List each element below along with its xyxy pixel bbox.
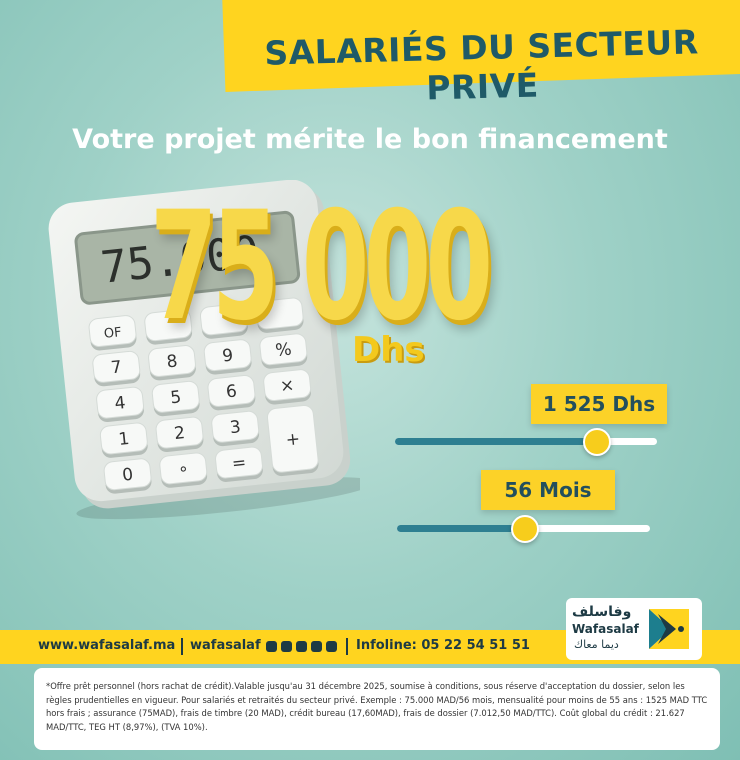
disclaimer-box bbox=[34, 668, 720, 750]
instagram-icon[interactable] bbox=[296, 641, 307, 652]
logo-tagline: ديما معاك bbox=[574, 638, 619, 651]
logo-mark bbox=[649, 609, 689, 649]
key-label: 5 bbox=[169, 387, 182, 408]
calculator-key bbox=[103, 458, 152, 491]
amount-unit: Dhs bbox=[352, 330, 425, 370]
key-label: OF bbox=[103, 325, 122, 342]
key-label: 2 bbox=[173, 423, 186, 444]
social-handle: wafasalaf bbox=[190, 638, 261, 653]
calculator-key bbox=[263, 369, 312, 402]
facebook-icon[interactable] bbox=[266, 641, 277, 652]
key-label: % bbox=[274, 339, 292, 361]
twitter-icon[interactable] bbox=[326, 641, 337, 652]
separator bbox=[181, 638, 183, 655]
calculator-key bbox=[144, 309, 193, 342]
calculator-key bbox=[203, 339, 252, 372]
key-label: + bbox=[285, 429, 301, 450]
calculator-key bbox=[155, 416, 204, 449]
calculator-key bbox=[88, 315, 137, 347]
calculator-key bbox=[266, 404, 319, 473]
slider-knob bbox=[583, 428, 611, 456]
calculator-key bbox=[259, 333, 308, 366]
key-label: ∘ bbox=[177, 459, 190, 480]
calculator-key bbox=[159, 452, 208, 485]
monthly-label: 1 525 Dhs bbox=[531, 384, 667, 424]
disclaimer: *Offre prêt personnel (hors rachat de cr… bbox=[46, 681, 708, 732]
calculator-key bbox=[96, 386, 145, 419]
amount: 75 000 bbox=[150, 180, 493, 354]
duration-label: 56 Mois bbox=[481, 470, 615, 510]
calculator-key bbox=[148, 345, 196, 377]
key-label: 4 bbox=[114, 393, 127, 414]
logo-name: Wafasalaf bbox=[572, 622, 639, 636]
calculator: 75.000 OF7 8 9 %4 5 6 ×1 2 3+0 ∘ = bbox=[48, 180, 360, 520]
calculator-key bbox=[151, 380, 200, 413]
calculator-key bbox=[255, 297, 304, 330]
key-label: 0 bbox=[121, 465, 134, 486]
calculator-key bbox=[199, 303, 248, 336]
banner-title: SALARIÉS DU SECTEUR PRIVÉ bbox=[263, 22, 700, 108]
calculator-key bbox=[211, 410, 260, 443]
youtube-icon[interactable] bbox=[281, 641, 292, 652]
key-label: = bbox=[231, 453, 247, 474]
infoline: Infoline: 05 22 54 51 51 bbox=[356, 638, 530, 653]
calculator-key bbox=[215, 446, 263, 479]
headline: Votre projet mérite le bon financement bbox=[72, 124, 668, 155]
slider-fill bbox=[395, 438, 597, 445]
linkedin-icon[interactable] bbox=[311, 641, 322, 652]
key-label: 6 bbox=[225, 381, 238, 402]
key-label: 8 bbox=[166, 351, 179, 372]
slider-knob bbox=[511, 515, 539, 543]
calculator-key bbox=[92, 350, 141, 383]
slider-fill bbox=[397, 525, 525, 532]
key-label: 1 bbox=[118, 429, 131, 450]
separator bbox=[346, 638, 348, 655]
website[interactable]: www.wafasalaf.ma bbox=[38, 638, 176, 653]
key-label: 7 bbox=[110, 357, 123, 378]
calculator-screen bbox=[74, 210, 301, 305]
logo-arabic: وفاسلف bbox=[572, 604, 632, 620]
calculator-key bbox=[207, 375, 256, 407]
calculator-key bbox=[99, 422, 148, 455]
key-label: × bbox=[279, 375, 295, 396]
key-label: 9 bbox=[221, 346, 234, 367]
key-label: 3 bbox=[229, 417, 242, 438]
